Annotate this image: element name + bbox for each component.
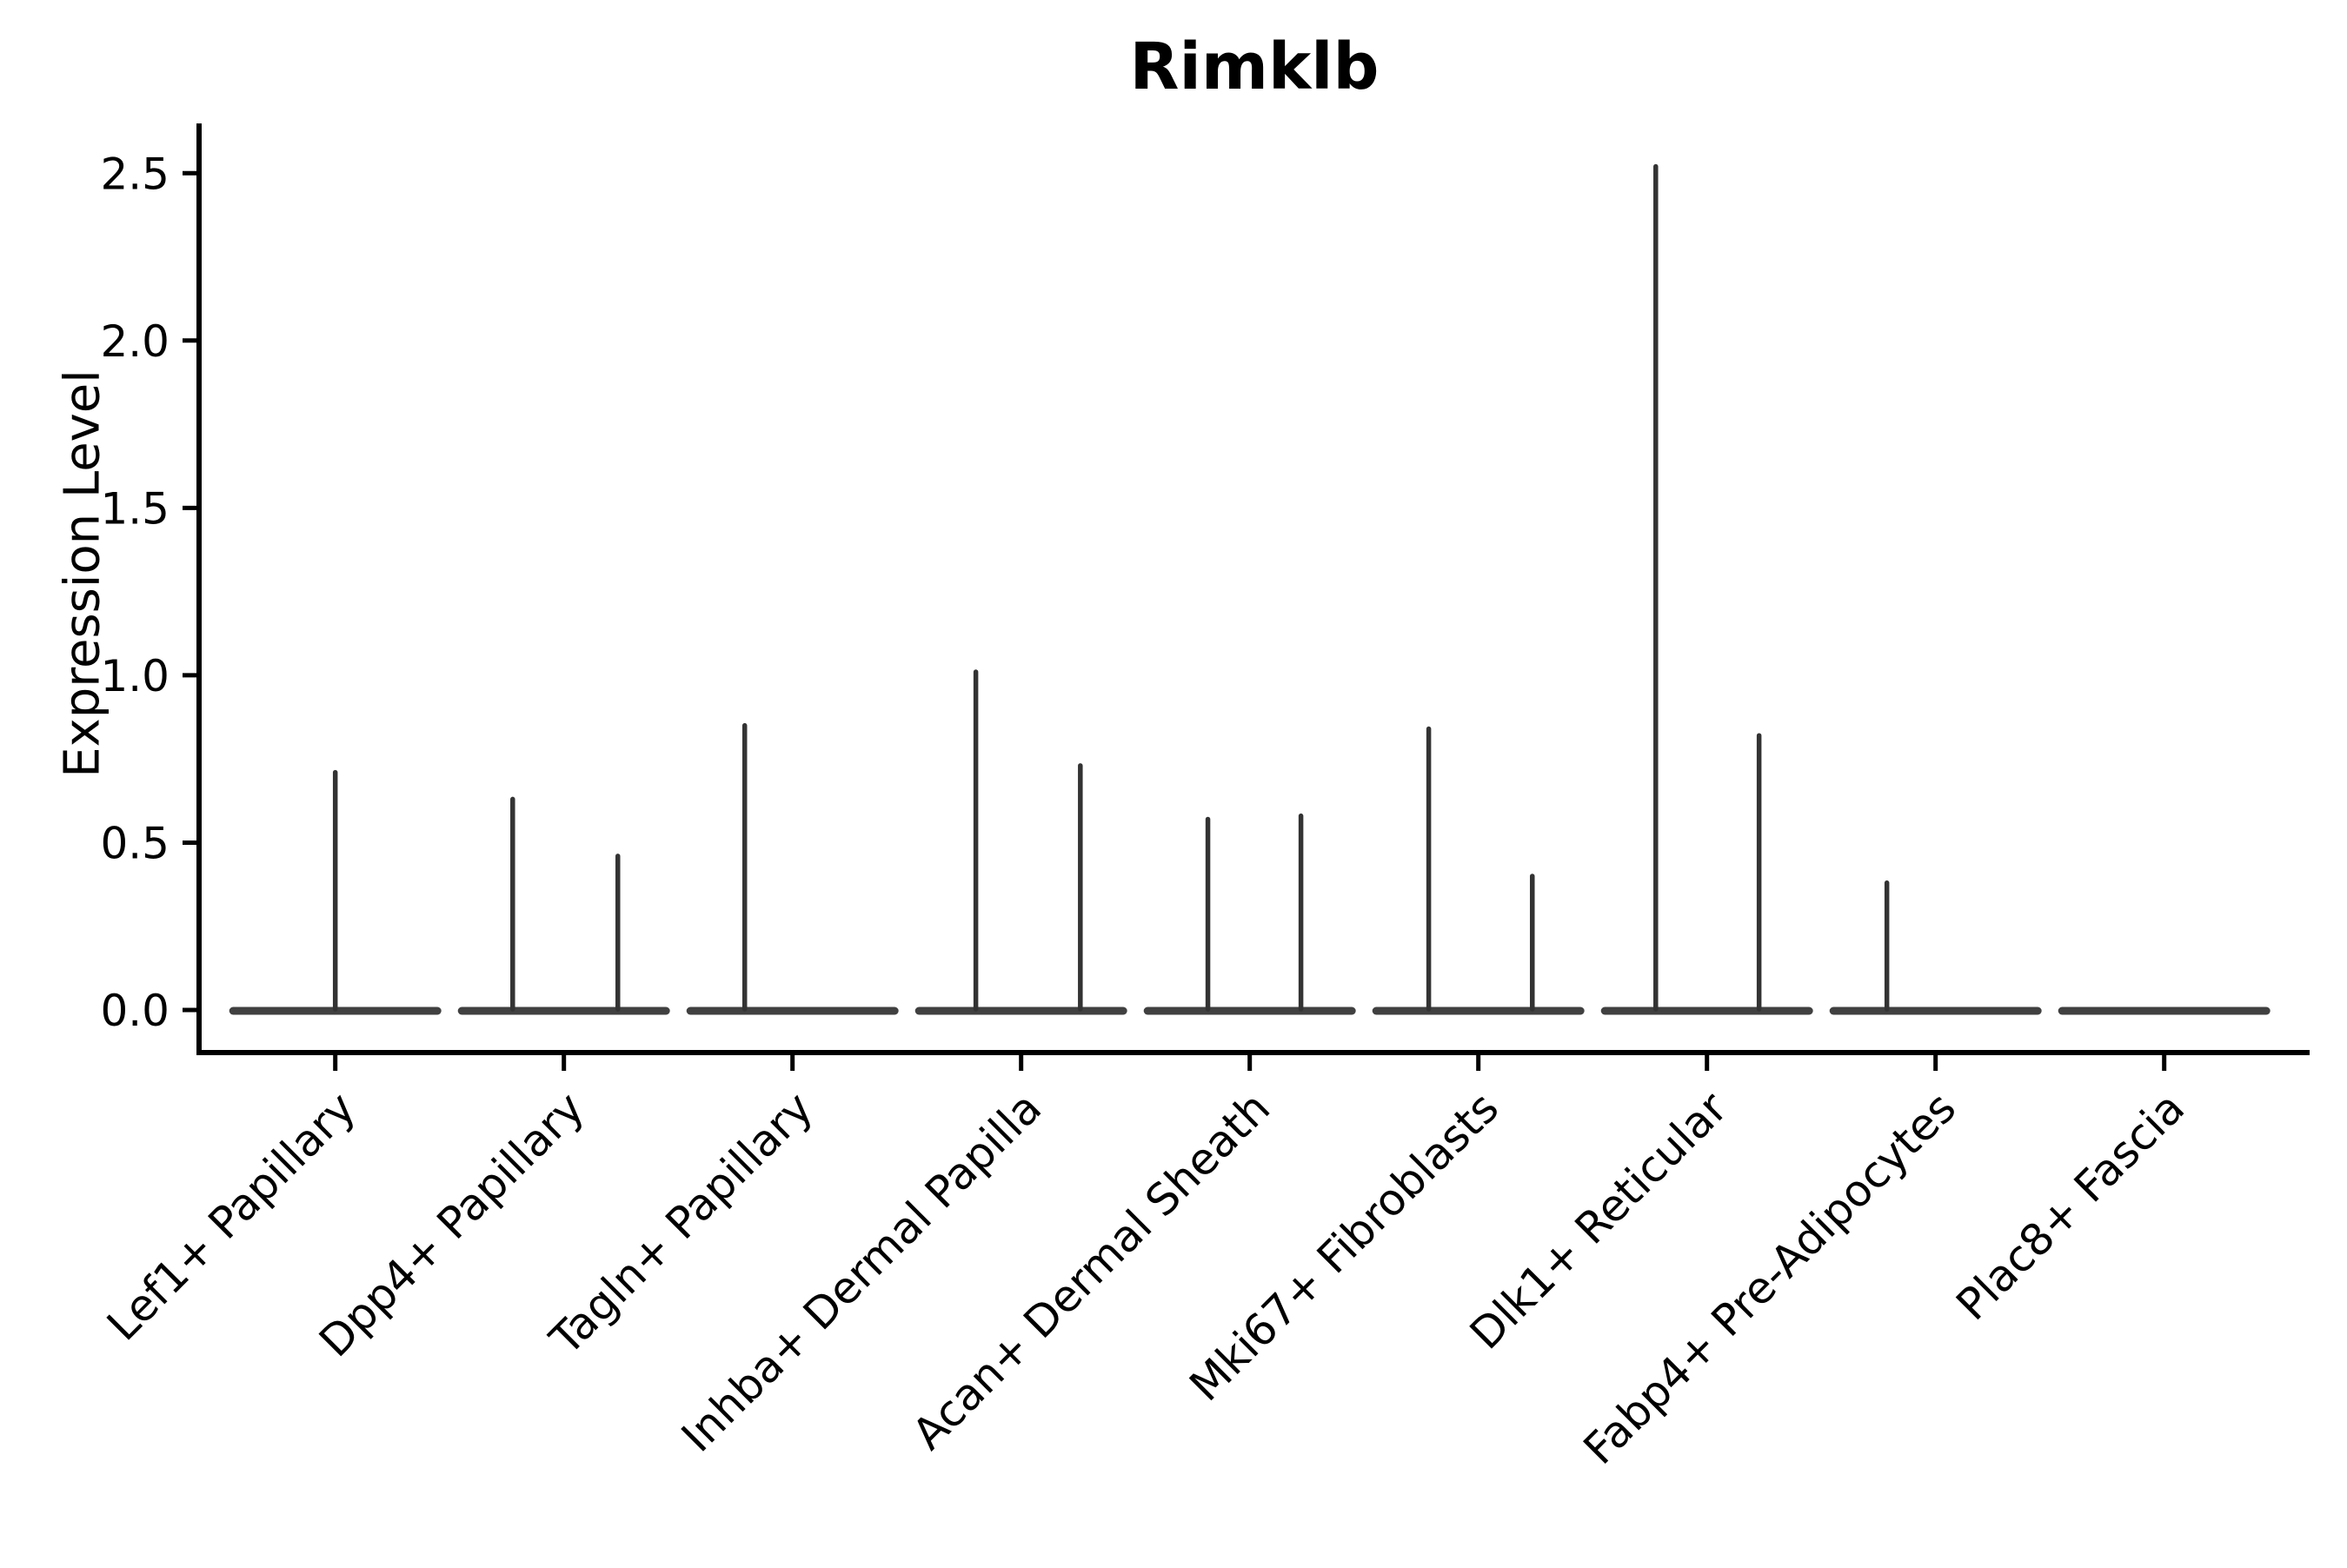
chart-title: Rimklb <box>1129 30 1380 104</box>
y-tick-label: 2.0 <box>100 316 170 367</box>
x-tick-label: Lef1+ Papillary <box>97 1082 365 1350</box>
y-tick-label: 0.5 <box>100 818 170 868</box>
y-tick-label: 2.5 <box>100 149 170 199</box>
violin-body <box>457 1007 670 1015</box>
violin-body <box>1143 1007 1356 1015</box>
violin-body <box>914 1007 1127 1015</box>
violin-body <box>1829 1007 2042 1015</box>
y-axis-label: Expression Level <box>54 369 111 778</box>
y-tick-label: 1.5 <box>100 483 170 534</box>
violin-body <box>1372 1007 1585 1015</box>
violin-body <box>686 1007 899 1015</box>
violin-body <box>1600 1007 1813 1015</box>
x-tick-label: Plac8+ Fascia <box>1946 1082 2194 1330</box>
violin-body <box>2058 1007 2271 1015</box>
x-tick-label: Fabp4+ Pre-Adipocytes <box>1574 1082 1966 1474</box>
y-tick-label: 0.0 <box>100 986 170 1036</box>
y-tick-label: 1.0 <box>100 651 170 701</box>
